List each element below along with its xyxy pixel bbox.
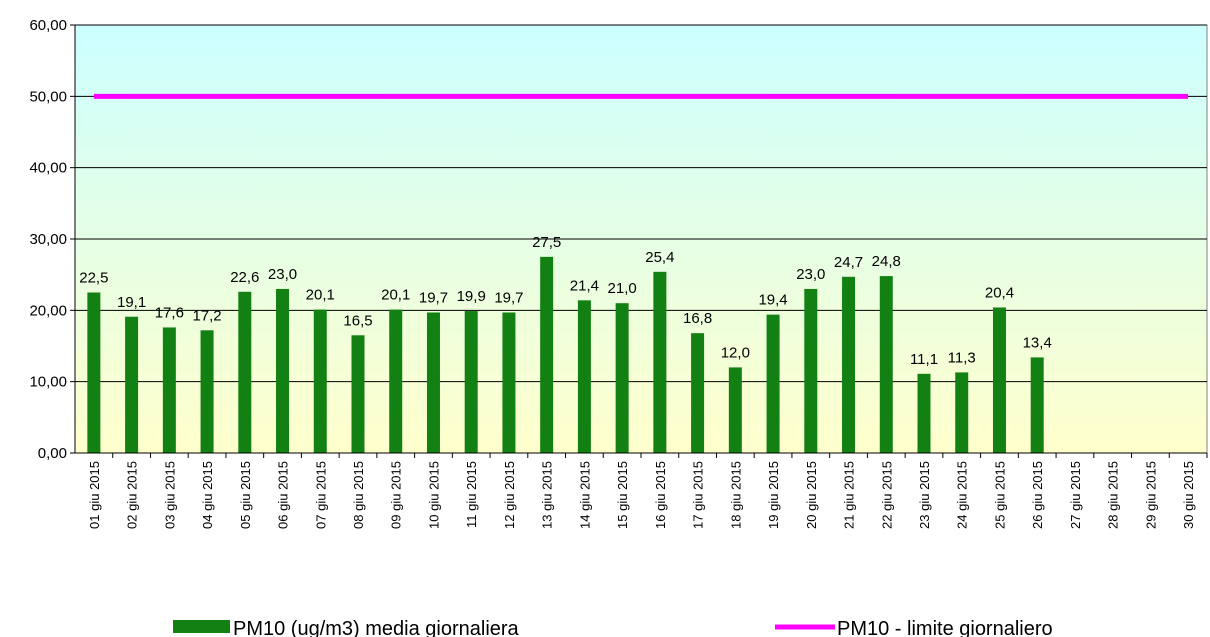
bar	[351, 335, 365, 453]
data-label: 16,8	[683, 310, 712, 327]
x-tick-label: 04 giu 2015	[200, 461, 215, 529]
bar	[162, 327, 176, 453]
bar	[125, 316, 139, 453]
x-tick-label: 19 giu 2015	[766, 461, 781, 529]
x-tick-label: 05 giu 2015	[238, 461, 253, 529]
x-tick-label: 29 giu 2015	[1143, 461, 1158, 529]
x-tick-label: 16 giu 2015	[653, 461, 668, 529]
x-tick-label: 30 giu 2015	[1181, 461, 1196, 529]
data-label: 24,7	[834, 254, 863, 271]
x-tick-label: 07 giu 2015	[313, 461, 328, 529]
y-tick-label: 10,00	[29, 374, 67, 391]
x-tick-label: 11 giu 2015	[464, 461, 479, 528]
x-tick-label: 08 giu 2015	[351, 461, 366, 529]
y-tick-label: 30,00	[29, 231, 67, 248]
x-tick-label: 06 giu 2015	[276, 461, 291, 529]
bar	[87, 292, 101, 453]
data-label: 19,7	[494, 289, 523, 306]
y-tick-label: 60,00	[29, 17, 67, 34]
data-label: 20,1	[306, 287, 335, 304]
data-label: 22,5	[79, 270, 108, 287]
bar	[615, 303, 629, 453]
x-tick-label: 01 giu 2015	[87, 461, 102, 529]
bar	[502, 312, 516, 453]
x-tick-label: 26 giu 2015	[1030, 461, 1045, 529]
data-label: 11,1	[910, 351, 938, 368]
x-tick-label: 13 giu 2015	[540, 461, 555, 529]
bar	[540, 256, 554, 453]
legend-swatch	[173, 620, 230, 633]
data-label: 19,1	[117, 294, 146, 311]
data-label: 13,4	[1023, 334, 1052, 351]
data-label: 23,0	[268, 266, 297, 283]
bar	[842, 276, 856, 453]
y-tick-label: 0,00	[38, 445, 67, 462]
data-label: 25,4	[645, 249, 674, 266]
data-label: 19,4	[758, 292, 787, 309]
data-label: 17,6	[155, 304, 184, 321]
legend-label: PM10 - limite giornaliero	[837, 618, 1053, 637]
data-label: 16,5	[343, 312, 372, 329]
bar	[389, 309, 403, 453]
bar	[577, 300, 591, 453]
y-tick-label: 20,00	[29, 302, 67, 319]
bar	[879, 276, 893, 453]
x-tick-label: 02 giu 2015	[125, 461, 140, 529]
data-label: 19,9	[457, 288, 486, 305]
x-tick-label: 17 giu 2015	[691, 461, 706, 529]
data-label: 21,4	[570, 277, 599, 294]
x-tick-label: 20 giu 2015	[804, 461, 819, 529]
x-tick-label: 12 giu 2015	[502, 461, 517, 529]
bar	[804, 288, 818, 453]
bar	[276, 288, 290, 453]
x-tick-label: 23 giu 2015	[917, 461, 932, 529]
bar	[200, 330, 214, 453]
x-tick-label: 03 giu 2015	[162, 461, 177, 529]
legend-label: PM10 (ug/m3) media giornaliera	[233, 618, 520, 637]
data-label: 27,5	[532, 234, 561, 251]
y-tick-label: 40,00	[29, 160, 67, 177]
x-tick-label: 25 giu 2015	[992, 461, 1007, 529]
bar	[464, 311, 478, 453]
x-tick-label: 22 giu 2015	[879, 461, 894, 529]
x-tick-label: 21 giu 2015	[842, 461, 857, 529]
data-label: 24,8	[872, 253, 901, 270]
data-label: 19,7	[419, 289, 448, 306]
bar	[426, 312, 440, 453]
data-label: 20,4	[985, 284, 1014, 301]
x-tick-label: 15 giu 2015	[615, 461, 630, 529]
data-label: 12,0	[721, 344, 750, 361]
data-label: 22,6	[230, 269, 259, 286]
bar	[653, 271, 667, 453]
y-tick-label: 50,00	[29, 88, 67, 105]
bar	[1030, 357, 1044, 453]
bar	[766, 314, 780, 453]
bar	[238, 291, 252, 453]
x-tick-label: 10 giu 2015	[426, 461, 441, 529]
data-label: 17,2	[192, 307, 221, 324]
bar	[313, 309, 327, 453]
x-tick-label: 09 giu 2015	[389, 461, 404, 529]
data-label: 23,0	[796, 266, 825, 283]
data-label: 20,1	[381, 287, 410, 304]
x-tick-label: 27 giu 2015	[1068, 461, 1083, 529]
x-tick-label: 14 giu 2015	[577, 461, 592, 529]
bar	[992, 307, 1006, 453]
bar	[728, 367, 742, 453]
data-label: 21,0	[608, 280, 637, 297]
bar	[955, 372, 969, 453]
data-label: 11,3	[948, 349, 976, 366]
x-tick-label: 24 giu 2015	[955, 461, 970, 529]
bar	[691, 333, 705, 453]
bar	[917, 373, 931, 453]
x-tick-label: 18 giu 2015	[728, 461, 743, 529]
x-tick-label: 28 giu 2015	[1106, 461, 1121, 529]
